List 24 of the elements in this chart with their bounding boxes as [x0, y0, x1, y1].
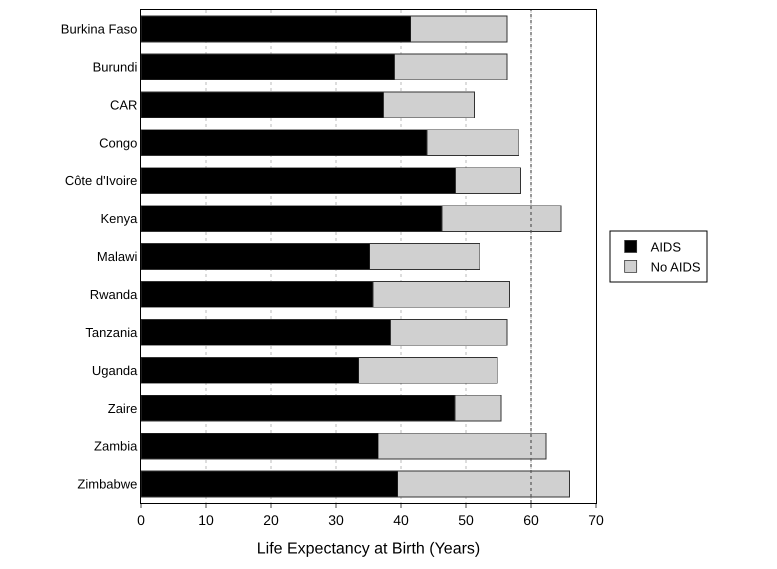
y-tick-label: Kenya [100, 211, 138, 226]
y-tick-label: Uganda [92, 362, 138, 378]
x-tick-label: 30 [328, 512, 344, 528]
x-tick-label: 60 [523, 512, 539, 528]
x-tick-label: 50 [458, 512, 474, 528]
x-tick-label: 70 [588, 512, 604, 528]
y-tick-label: Congo [99, 135, 138, 150]
x-tick-label: 20 [263, 512, 279, 528]
x-axis-title: Life Expectancy at Birth (Years) [256, 540, 480, 558]
y-tick-label: Burkina Faso [60, 22, 138, 37]
y-tick-label: Rwanda [90, 286, 138, 302]
y-tick-label: Tanzania [85, 324, 138, 340]
y-tick-label: Malawi [96, 249, 138, 264]
y-tick-label: Burundi [92, 59, 138, 74]
y-tick-label: Zambia [94, 438, 138, 454]
x-tick-label: 0 [137, 512, 146, 528]
legend-label: AIDS [650, 240, 682, 255]
y-tick-label: Zimbabwe [77, 476, 138, 492]
y-tick-label: Côte d'Ivoire [64, 173, 138, 188]
y-tick-label: Zaire [108, 400, 138, 416]
x-tick-label: 10 [198, 512, 214, 528]
legend-label: No AIDS [650, 259, 701, 274]
x-tick-label: 40 [393, 512, 409, 528]
y-tick-label: CAR [110, 97, 138, 112]
